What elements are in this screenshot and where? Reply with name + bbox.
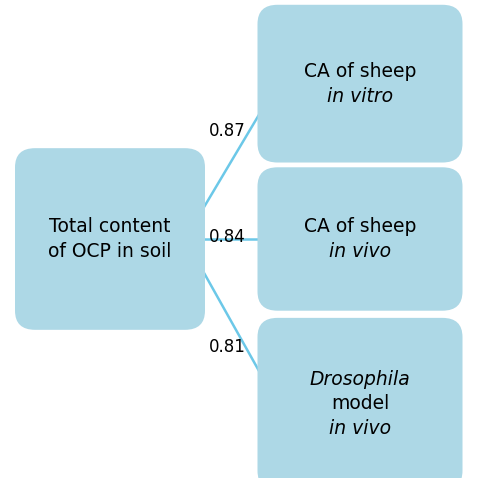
- Text: Drosophila: Drosophila: [310, 369, 410, 389]
- Text: in vitro: in vitro: [327, 87, 393, 106]
- Text: Total content: Total content: [49, 217, 171, 236]
- FancyBboxPatch shape: [15, 148, 205, 330]
- Text: 0.87: 0.87: [209, 122, 246, 141]
- Text: CA of sheep: CA of sheep: [304, 217, 416, 236]
- Text: of OCP in soil: of OCP in soil: [48, 242, 172, 261]
- FancyBboxPatch shape: [258, 318, 462, 478]
- Text: CA of sheep: CA of sheep: [304, 62, 416, 81]
- Text: 0.84: 0.84: [209, 228, 246, 246]
- Text: 0.81: 0.81: [209, 337, 246, 356]
- FancyBboxPatch shape: [258, 167, 462, 311]
- Text: in vivo: in vivo: [329, 419, 391, 438]
- Text: in vivo: in vivo: [329, 242, 391, 261]
- FancyBboxPatch shape: [258, 5, 462, 163]
- Text: model: model: [331, 394, 389, 413]
